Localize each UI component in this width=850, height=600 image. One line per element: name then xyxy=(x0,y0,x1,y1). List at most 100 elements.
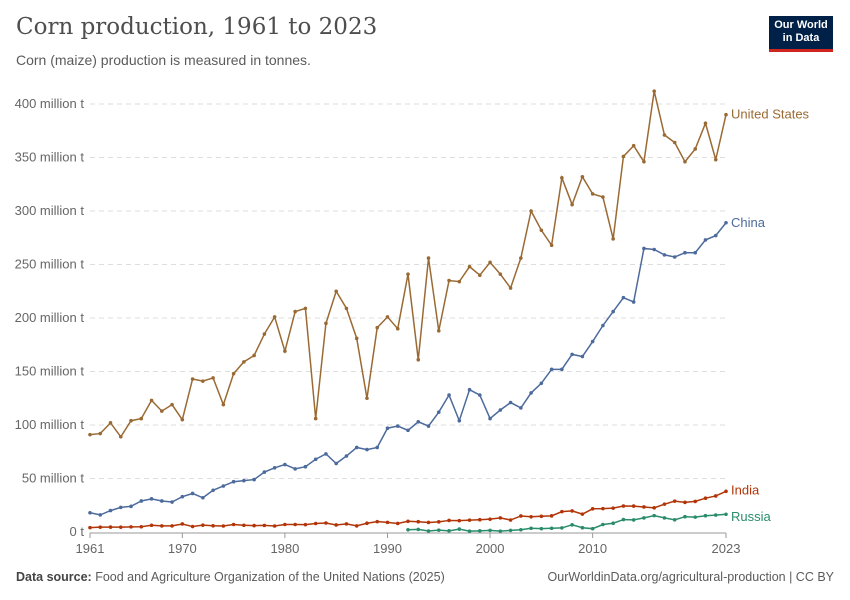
data-point xyxy=(488,528,492,533)
data-point xyxy=(190,524,195,529)
data-point xyxy=(221,402,226,407)
data-point xyxy=(149,497,154,501)
data-point xyxy=(539,526,544,531)
data-point xyxy=(108,508,113,513)
data-point xyxy=(447,518,451,523)
data-point xyxy=(621,295,626,300)
data-point xyxy=(467,518,472,522)
data-point xyxy=(139,524,144,529)
data-point xyxy=(324,521,328,525)
data-point xyxy=(272,466,277,470)
data-point xyxy=(416,519,421,524)
x-tick-label: 1961 xyxy=(76,541,105,556)
data-point xyxy=(118,434,123,439)
data-point xyxy=(488,416,492,421)
data-point xyxy=(211,523,215,528)
data-point xyxy=(519,514,523,518)
data-point xyxy=(160,499,164,503)
data-point xyxy=(519,256,523,260)
series-label: United States xyxy=(731,107,810,122)
data-point xyxy=(170,524,174,528)
data-point xyxy=(262,332,267,336)
data-point xyxy=(395,326,400,331)
data-point xyxy=(406,272,410,276)
data-point xyxy=(611,521,615,526)
data-point xyxy=(447,393,451,397)
data-point xyxy=(211,376,215,380)
data-point xyxy=(170,500,174,504)
data-point xyxy=(652,89,656,93)
data-point xyxy=(283,462,287,467)
data-point xyxy=(683,514,687,519)
owid-logo[interactable]: Our World in Data xyxy=(769,16,833,52)
data-point xyxy=(683,500,687,505)
data-point xyxy=(611,237,615,241)
data-point xyxy=(313,416,318,421)
data-point xyxy=(672,255,677,259)
data-point xyxy=(601,522,605,527)
data-point xyxy=(160,524,164,528)
data-point xyxy=(539,514,544,519)
data-point xyxy=(621,504,626,508)
data-point xyxy=(529,209,533,213)
data-point xyxy=(724,512,728,517)
data-point xyxy=(580,174,585,179)
data-point xyxy=(108,421,113,425)
data-point xyxy=(447,278,451,283)
data-point xyxy=(98,525,103,529)
data-point xyxy=(703,513,708,518)
data-point xyxy=(129,525,133,529)
data-point xyxy=(303,306,308,311)
data-point xyxy=(457,418,462,423)
series-line-china xyxy=(89,222,727,516)
data-point xyxy=(231,371,236,376)
source-label: Data source: xyxy=(16,570,92,584)
data-point xyxy=(724,112,728,117)
source-link[interactable]: OurWorldinData.org/agricultural-producti… xyxy=(547,570,834,584)
y-tick-label: 50 million t xyxy=(22,471,85,486)
data-point xyxy=(406,527,410,532)
data-point xyxy=(436,329,441,333)
data-point xyxy=(580,525,585,530)
data-point xyxy=(601,323,605,328)
y-tick-label: 150 million t xyxy=(15,364,85,379)
data-point xyxy=(88,432,92,437)
data-point xyxy=(478,517,482,522)
data-point xyxy=(354,445,359,450)
data-point xyxy=(344,522,349,526)
data-point xyxy=(467,387,472,392)
data-point xyxy=(436,520,441,524)
data-point xyxy=(129,504,133,509)
data-point xyxy=(570,523,574,527)
data-point xyxy=(303,522,308,527)
data-point xyxy=(416,419,421,424)
data-point xyxy=(529,526,533,531)
data-point xyxy=(426,529,431,533)
data-point xyxy=(478,393,482,397)
data-point xyxy=(683,250,687,255)
data-point xyxy=(672,140,677,145)
data-point xyxy=(631,143,636,148)
data-point xyxy=(201,523,205,527)
data-point xyxy=(231,522,236,527)
data-point xyxy=(385,520,390,525)
data-point xyxy=(457,518,462,523)
data-point xyxy=(642,516,646,520)
data-point xyxy=(365,396,369,401)
x-tick-label: 1990 xyxy=(373,541,402,556)
data-point xyxy=(508,400,513,405)
data-point xyxy=(488,260,492,265)
data-point xyxy=(508,518,513,522)
y-tick-label: 100 million t xyxy=(15,417,85,432)
data-point xyxy=(406,519,410,524)
data-point xyxy=(631,300,636,304)
series-label: Russia xyxy=(731,509,772,524)
data-point xyxy=(580,354,585,359)
data-point xyxy=(672,518,677,522)
data-point xyxy=(611,309,615,314)
series-label: China xyxy=(731,215,766,230)
data-point xyxy=(283,349,287,353)
data-point xyxy=(334,523,338,527)
data-point xyxy=(508,286,513,290)
